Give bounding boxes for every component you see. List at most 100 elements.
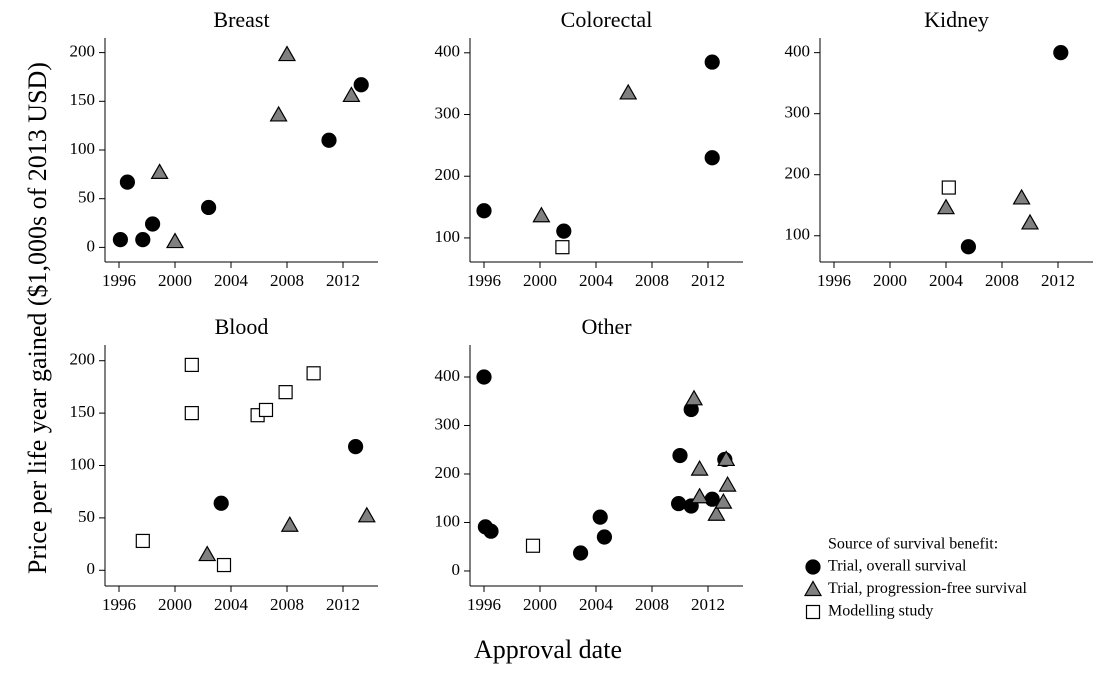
y-tick-label: 100 bbox=[70, 454, 96, 473]
point bbox=[277, 45, 297, 62]
y-tick-label: 200 bbox=[435, 165, 461, 184]
y-tick-label: 400 bbox=[435, 42, 461, 61]
legend-label: Modelling study bbox=[828, 603, 933, 620]
point bbox=[258, 402, 274, 418]
point bbox=[572, 545, 589, 561]
point bbox=[342, 86, 361, 103]
point bbox=[348, 439, 364, 455]
panel-title: Kidney bbox=[924, 7, 989, 32]
point bbox=[960, 239, 977, 255]
point bbox=[184, 357, 199, 373]
y-tick-label: 0 bbox=[452, 560, 461, 579]
point bbox=[704, 150, 720, 166]
y-tick-label: 100 bbox=[785, 225, 811, 244]
x-tick-label: 2008 bbox=[270, 595, 304, 614]
x-tick-label: 2012 bbox=[691, 271, 725, 290]
legend-label: Trial, overall survival bbox=[828, 558, 967, 575]
point bbox=[684, 389, 704, 406]
point bbox=[592, 509, 608, 525]
x-tick-label: 1996 bbox=[102, 271, 136, 290]
point bbox=[670, 495, 687, 512]
legend-label: Trial, progression-free survival bbox=[828, 580, 1027, 597]
x-tick-label: 2008 bbox=[635, 595, 669, 614]
point bbox=[704, 54, 720, 70]
y-tick-label: 50 bbox=[78, 188, 95, 207]
point bbox=[321, 132, 337, 148]
legend-marker bbox=[803, 580, 823, 597]
point bbox=[714, 492, 733, 509]
x-tick-label: 2004 bbox=[929, 271, 964, 290]
point bbox=[672, 447, 688, 464]
point bbox=[216, 557, 232, 573]
point bbox=[619, 83, 638, 100]
y-tick-label: 0 bbox=[87, 236, 96, 255]
x-axis-label: Approval date bbox=[474, 635, 622, 664]
point bbox=[184, 406, 199, 421]
point bbox=[483, 523, 499, 539]
y-tick-label: 50 bbox=[78, 507, 95, 526]
x-tick-label: 2000 bbox=[158, 595, 192, 614]
panel-title: Breast bbox=[213, 7, 269, 32]
panel-title: Colorectal bbox=[561, 7, 653, 32]
point bbox=[353, 77, 369, 93]
y-tick-label: 100 bbox=[70, 139, 96, 158]
point bbox=[556, 223, 572, 239]
point bbox=[306, 366, 321, 381]
x-tick-label: 2008 bbox=[635, 271, 669, 290]
x-tick-label: 2004 bbox=[214, 271, 249, 290]
x-tick-label: 2012 bbox=[326, 271, 360, 290]
point bbox=[476, 203, 492, 219]
point bbox=[936, 198, 956, 215]
point bbox=[941, 180, 956, 195]
y-axis-label: Price per life year gained ($1,000s of 2… bbox=[23, 62, 52, 574]
x-tick-label: 1996 bbox=[467, 595, 501, 614]
x-tick-label: 1996 bbox=[467, 271, 501, 290]
point bbox=[717, 450, 736, 467]
point bbox=[278, 385, 293, 400]
point bbox=[707, 505, 726, 521]
point bbox=[1053, 45, 1069, 61]
x-tick-label: 2008 bbox=[270, 271, 304, 290]
point bbox=[135, 533, 150, 549]
point bbox=[532, 206, 551, 223]
point bbox=[555, 240, 570, 255]
y-tick-label: 400 bbox=[435, 366, 461, 385]
point bbox=[596, 529, 613, 545]
x-tick-label: 2012 bbox=[326, 595, 360, 614]
y-tick-label: 0 bbox=[87, 559, 96, 578]
x-tick-label: 2012 bbox=[1041, 271, 1075, 290]
x-tick-label: 1996 bbox=[817, 271, 851, 290]
point bbox=[269, 105, 288, 122]
y-tick-label: 150 bbox=[70, 402, 96, 421]
point bbox=[150, 163, 169, 179]
panel-title: Blood bbox=[215, 314, 269, 339]
point bbox=[201, 199, 217, 216]
y-tick-label: 200 bbox=[785, 164, 811, 183]
point bbox=[1012, 188, 1031, 205]
point bbox=[525, 538, 541, 553]
point bbox=[145, 216, 161, 232]
y-tick-label: 200 bbox=[435, 463, 461, 482]
point bbox=[135, 232, 151, 248]
x-tick-label: 2004 bbox=[214, 595, 249, 614]
point bbox=[718, 475, 737, 492]
y-tick-label: 400 bbox=[785, 42, 811, 61]
x-tick-label: 2012 bbox=[691, 595, 725, 614]
y-tick-label: 300 bbox=[785, 103, 811, 122]
legend-marker bbox=[805, 604, 821, 620]
x-tick-label: 2000 bbox=[158, 271, 192, 290]
x-tick-label: 2000 bbox=[523, 595, 557, 614]
x-tick-label: 2000 bbox=[523, 271, 557, 290]
point bbox=[112, 232, 129, 248]
point bbox=[119, 174, 136, 190]
y-tick-label: 100 bbox=[435, 227, 461, 246]
x-tick-label: 2004 bbox=[579, 595, 614, 614]
x-tick-label: 2008 bbox=[985, 271, 1019, 290]
y-tick-label: 300 bbox=[435, 414, 461, 433]
y-tick-label: 200 bbox=[70, 350, 96, 369]
point bbox=[165, 232, 185, 249]
point bbox=[690, 487, 709, 504]
point bbox=[280, 516, 299, 532]
y-tick-label: 150 bbox=[70, 90, 96, 109]
